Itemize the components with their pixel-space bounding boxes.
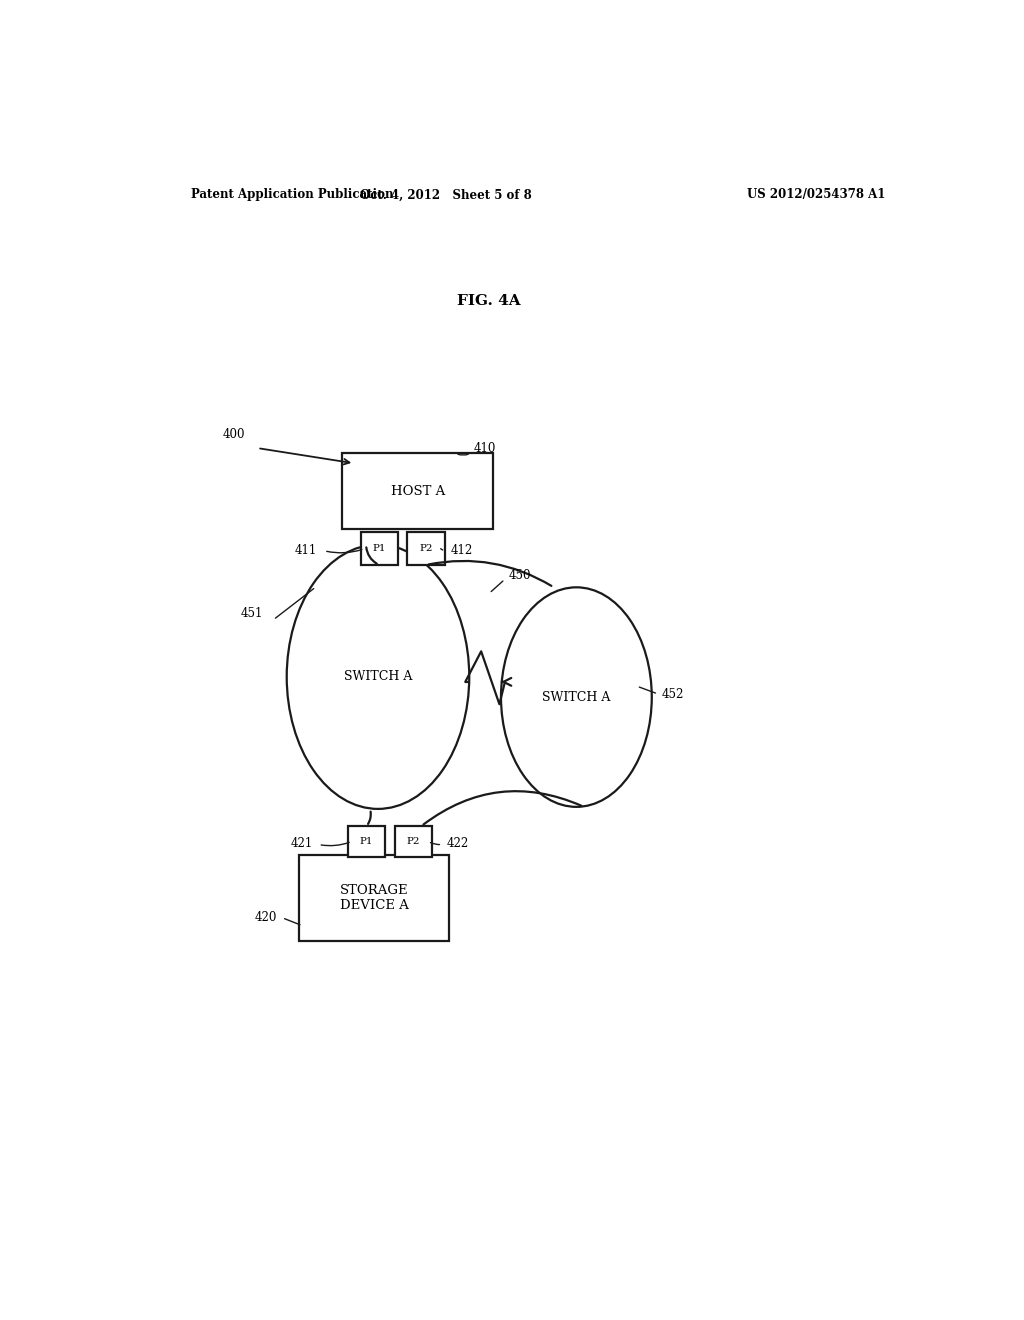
Text: US 2012/0254378 A1: US 2012/0254378 A1 xyxy=(748,189,886,202)
Text: 411: 411 xyxy=(295,544,316,557)
Text: P2: P2 xyxy=(419,544,433,553)
FancyBboxPatch shape xyxy=(360,532,397,565)
Text: P2: P2 xyxy=(407,837,420,846)
FancyBboxPatch shape xyxy=(348,826,385,857)
Text: Patent Application Publication: Patent Application Publication xyxy=(191,189,394,202)
Text: 422: 422 xyxy=(447,837,469,850)
Text: 452: 452 xyxy=(662,688,684,701)
Text: STORAGE
DEVICE A: STORAGE DEVICE A xyxy=(340,884,409,912)
FancyBboxPatch shape xyxy=(408,532,444,565)
FancyBboxPatch shape xyxy=(299,854,450,941)
Text: FIG. 4A: FIG. 4A xyxy=(458,293,521,308)
Text: 451: 451 xyxy=(241,607,263,620)
Text: HOST A: HOST A xyxy=(390,484,444,498)
FancyBboxPatch shape xyxy=(394,826,432,857)
Text: 421: 421 xyxy=(291,837,313,850)
FancyBboxPatch shape xyxy=(342,453,494,529)
Text: P1: P1 xyxy=(373,544,386,553)
Text: 412: 412 xyxy=(451,544,472,557)
Text: Oct. 4, 2012   Sheet 5 of 8: Oct. 4, 2012 Sheet 5 of 8 xyxy=(359,189,531,202)
Text: SWITCH A: SWITCH A xyxy=(542,690,610,704)
Text: P1: P1 xyxy=(359,837,373,846)
Text: 450: 450 xyxy=(509,569,531,582)
Ellipse shape xyxy=(287,545,469,809)
Text: 400: 400 xyxy=(223,429,246,441)
Text: 410: 410 xyxy=(473,442,496,454)
Text: SWITCH A: SWITCH A xyxy=(344,671,413,684)
Ellipse shape xyxy=(501,587,652,807)
Text: 420: 420 xyxy=(255,911,278,924)
